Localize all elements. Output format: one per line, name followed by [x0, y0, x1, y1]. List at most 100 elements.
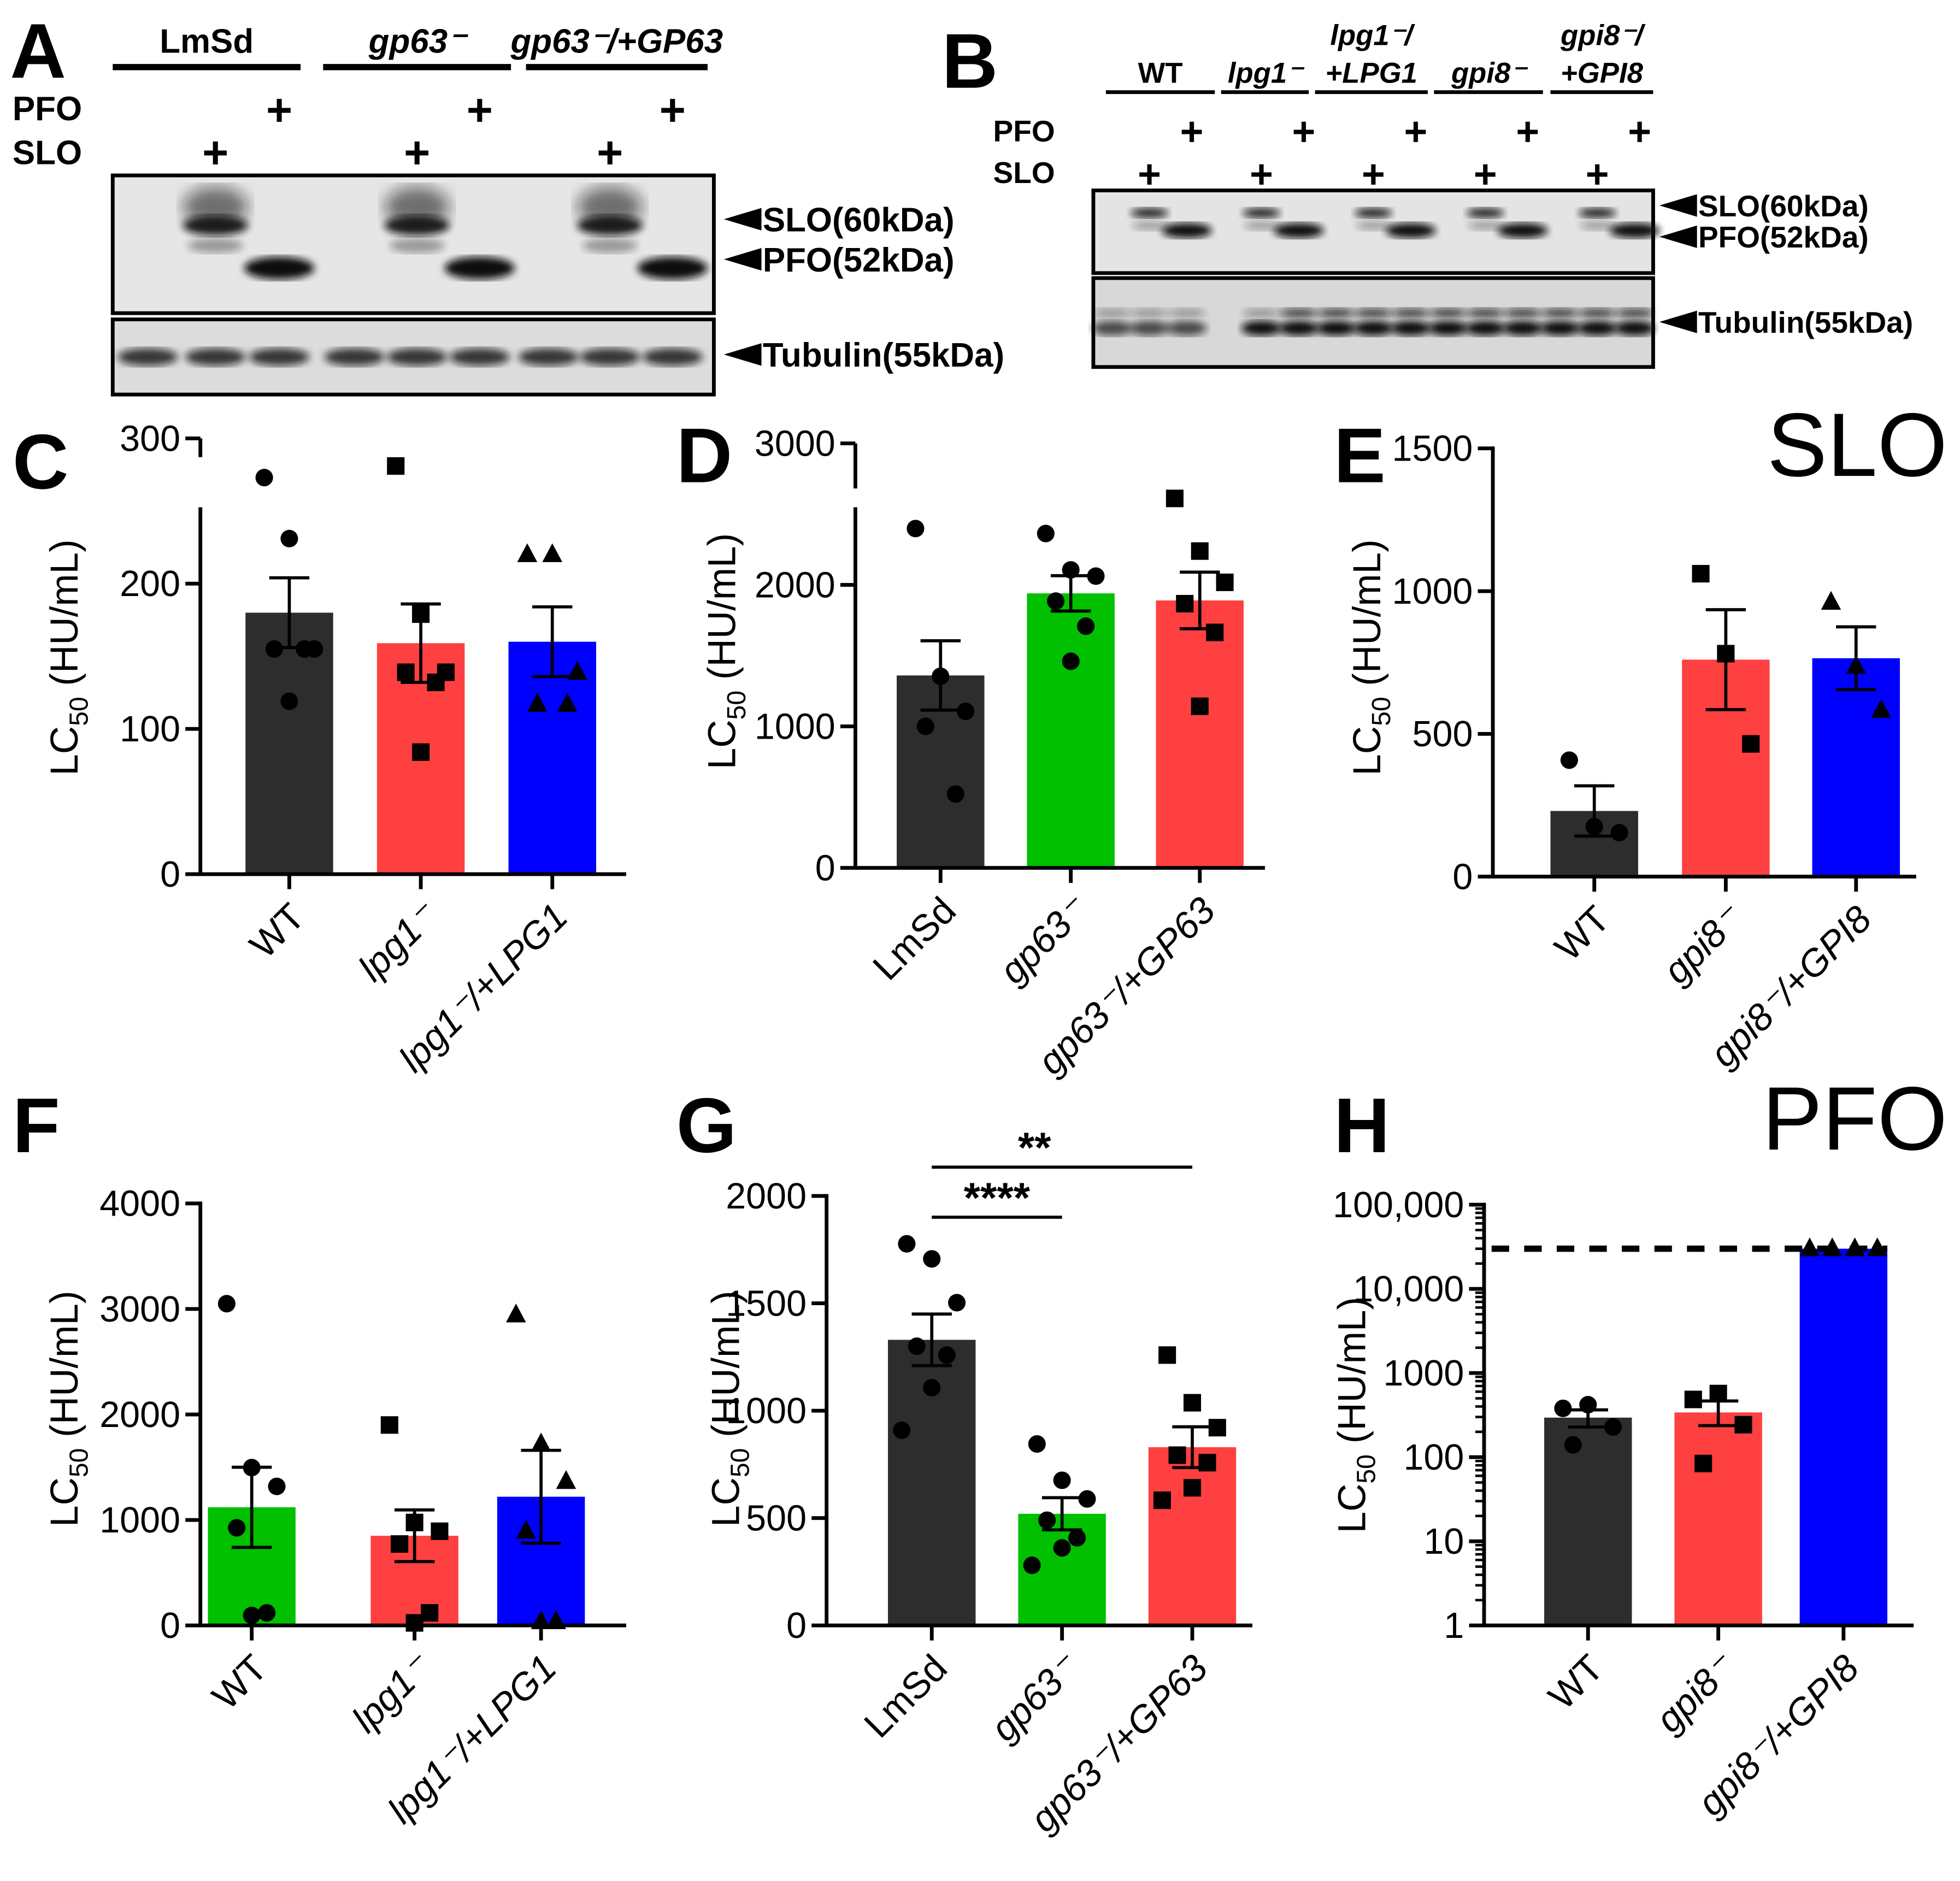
blot-band [577, 186, 643, 227]
bar-2 [508, 641, 596, 875]
data-point-circle [1078, 1490, 1096, 1508]
y-label-main: LC [1346, 726, 1389, 776]
data-point-circle [908, 1337, 926, 1355]
blot-band [1279, 320, 1319, 336]
y-label-unit: (HU/mL) [43, 539, 86, 697]
blot-band [384, 186, 450, 227]
blot-band [1162, 223, 1212, 238]
data-point-triangle [505, 1304, 526, 1323]
data-point-square [1191, 697, 1209, 715]
blot-band [637, 257, 708, 280]
data-point-circle [1062, 561, 1080, 579]
bar-2 [1799, 1248, 1888, 1626]
blot-band [444, 257, 515, 280]
data-point-circle [265, 640, 283, 658]
blot-band [1466, 208, 1504, 219]
data-point-circle [916, 717, 934, 735]
data-point-circle [1604, 1418, 1622, 1436]
data-point-square [1717, 645, 1735, 663]
group-underline [526, 64, 708, 70]
blot-band [1580, 220, 1615, 231]
y-tick-label: 500 [1412, 714, 1473, 754]
data-point-triangle [516, 1520, 536, 1539]
blot-band [642, 348, 703, 366]
band-pointer-icon [723, 208, 762, 231]
data-point-circle [280, 529, 298, 547]
x-category-label: lpg1⁻ [350, 893, 446, 989]
blot-band [1092, 320, 1132, 336]
band-label: PFO(52kDa) [1698, 220, 1869, 254]
panel-letter: E [1334, 412, 1386, 499]
significance-label: **** [964, 1174, 1031, 1222]
band-pointer-icon [1659, 310, 1697, 333]
panel-H-chart: H PFO 1 10 100 1000 10,000 100,000 LC50 (HU/mL) W… [1331, 1068, 1947, 1824]
blot-band [1355, 308, 1392, 319]
bar-1 [1027, 593, 1115, 868]
data-point-circle [946, 785, 964, 803]
y-axis-label: LC50 (HU/mL) [704, 1290, 755, 1526]
group-label: gp63⁻ [368, 22, 468, 60]
y-label-main: LC [704, 1477, 747, 1527]
band-label: PFO(52kDa) [763, 241, 955, 279]
pfo-plus: + [1180, 109, 1204, 154]
data-point-square [391, 1535, 409, 1553]
data-point-circle [268, 1477, 286, 1495]
group-label: WT [1138, 57, 1183, 89]
y-tick-label: 0 [786, 1606, 807, 1646]
data-point-square [427, 674, 445, 692]
group-underline [1434, 90, 1543, 95]
x-category-label: WT [1540, 1647, 1611, 1718]
data-point-triangle [517, 543, 538, 562]
y-tick-label: 4000 [99, 1184, 180, 1224]
data-point-circle [243, 1459, 261, 1477]
blot-band [580, 348, 640, 366]
y-tick-label: 1500 [726, 1284, 807, 1324]
group-underline [113, 64, 301, 70]
data-point-circle [295, 640, 314, 658]
blot-band [1316, 320, 1356, 336]
blot-band [1614, 320, 1655, 336]
data-point-circle [923, 1250, 941, 1268]
blot-band [1132, 220, 1167, 231]
x-category-label: lpg1⁻ [344, 1645, 439, 1741]
y-tick-label: 0 [1452, 857, 1473, 898]
data-point-square [1158, 1346, 1176, 1364]
group-label: gpi8⁻ [1451, 57, 1528, 89]
blot-band [1385, 223, 1436, 238]
y-axis-label: LC50 (HU/mL) [43, 1290, 93, 1526]
slo-row-label: SLO [993, 156, 1055, 190]
group-underline [1315, 90, 1428, 95]
blot-band [1465, 320, 1505, 336]
y-label-main: LC [1331, 1484, 1374, 1534]
data-point-circle [1053, 1471, 1071, 1489]
pfo-plus: + [1516, 109, 1539, 154]
panel-letter: H [1334, 1082, 1390, 1169]
data-point-circle [258, 1604, 276, 1622]
data-point-circle [1560, 751, 1578, 769]
data-point-triangle [1867, 1237, 1888, 1257]
panel-letter: A [10, 8, 66, 95]
band-label: SLO(60kDa) [763, 202, 955, 239]
y-tick-label: 0 [160, 1606, 180, 1646]
y-label-unit: (HU/mL) [1346, 539, 1389, 697]
bar-0 [1544, 1417, 1632, 1626]
blot-band [1616, 308, 1653, 319]
blot-band [183, 186, 248, 227]
blot-band [518, 348, 579, 366]
data-point-square [1208, 1419, 1226, 1437]
pfo-row-label: PFO [993, 114, 1055, 148]
x-category-label: WT [204, 1647, 275, 1718]
blot-band [1391, 320, 1431, 336]
y-label-subscript: 50 [726, 1448, 755, 1478]
data-point-square [412, 605, 430, 623]
blot-band [1578, 208, 1616, 219]
y-tick-label: 2000 [755, 565, 835, 605]
blot-band [1317, 308, 1355, 319]
blot-band [1577, 320, 1617, 336]
pfo-plus: + [660, 85, 686, 135]
data-point-square [387, 457, 405, 475]
data-point-square [1176, 594, 1194, 613]
band-label: Tubulin(55kDa) [763, 337, 1004, 374]
group-underline [1105, 90, 1215, 95]
group-label: lpg1⁻ [1228, 57, 1305, 89]
